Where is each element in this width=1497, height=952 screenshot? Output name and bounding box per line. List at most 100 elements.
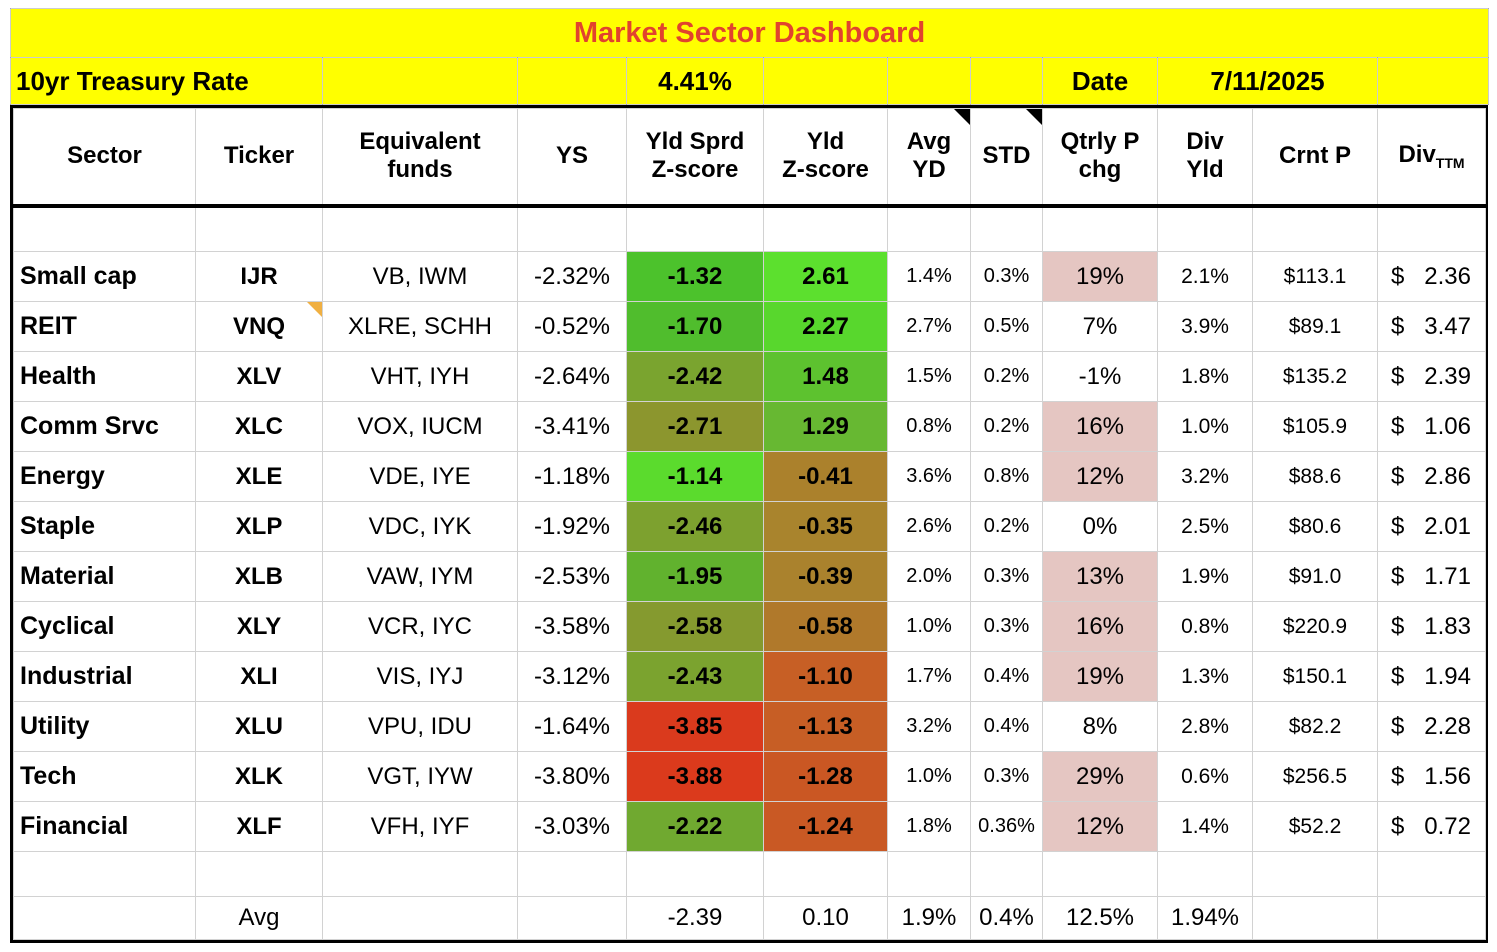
ys-cell[interactable]: -0.52%	[517, 301, 627, 352]
header-yld-zscore[interactable]: Yld Z-score	[763, 108, 888, 208]
empty-cell[interactable]	[13, 851, 196, 897]
qtrly-p-chg-cell[interactable]: 7%	[1042, 301, 1158, 352]
avg-yd-cell[interactable]: 0.8%	[887, 401, 971, 452]
empty-cell[interactable]	[763, 851, 888, 897]
ticker-cell[interactable]: XLV	[195, 351, 323, 402]
yld-zscore-cell[interactable]: -1.13	[763, 701, 888, 752]
div-ttm-cell[interactable]: $2.86	[1377, 451, 1486, 502]
ys-cell[interactable]: -2.32%	[517, 251, 627, 302]
sector-cell[interactable]: Comm Srvc	[13, 401, 196, 452]
empty-cell[interactable]	[322, 851, 518, 897]
empty-cell[interactable]	[1252, 205, 1378, 252]
std-cell[interactable]: 0.3%	[970, 251, 1043, 302]
header-sector[interactable]: Sector	[13, 108, 196, 208]
yld-zscore-cell[interactable]: -0.41	[763, 451, 888, 502]
div-yld-cell[interactable]: 3.2%	[1157, 451, 1253, 502]
std-cell[interactable]: 0.2%	[970, 351, 1043, 402]
div-ttm-cell[interactable]: $2.39	[1377, 351, 1486, 402]
avg-yd-cell[interactable]: 1.0%	[887, 751, 971, 802]
empty-cell[interactable]	[322, 57, 518, 105]
yld-sprd-zscore-cell[interactable]: -1.95	[626, 551, 764, 602]
ys-cell[interactable]: -2.53%	[517, 551, 627, 602]
ticker-cell[interactable]: XLC	[195, 401, 323, 452]
empty-cell[interactable]	[517, 851, 627, 897]
equivalent-funds-cell[interactable]: VGT, IYW	[322, 751, 518, 802]
std-cell[interactable]: 0.4%	[970, 651, 1043, 702]
div-yld-cell[interactable]: 1.4%	[1157, 801, 1253, 852]
crnt-p-cell[interactable]: $89.1	[1252, 301, 1378, 352]
empty-cell[interactable]	[970, 851, 1043, 897]
empty-cell[interactable]	[322, 205, 518, 252]
div-yld-cell[interactable]: 0.6%	[1157, 751, 1253, 802]
avg-yd-cell[interactable]: 1.0%	[887, 601, 971, 652]
ys-cell[interactable]: -3.41%	[517, 401, 627, 452]
div-yld-cell[interactable]: 2.1%	[1157, 251, 1253, 302]
ticker-cell[interactable]: XLI	[195, 651, 323, 702]
ys-cell[interactable]: -1.18%	[517, 451, 627, 502]
sector-cell[interactable]: Financial	[13, 801, 196, 852]
sector-cell[interactable]: Industrial	[13, 651, 196, 702]
yld-zscore-cell[interactable]: 1.48	[763, 351, 888, 402]
avg-yd-cell[interactable]: 2.7%	[887, 301, 971, 352]
yld-sprd-zscore-cell[interactable]: -2.42	[626, 351, 764, 402]
avg-div-yld-cell[interactable]: 1.94%	[1157, 896, 1253, 940]
yld-sprd-zscore-cell[interactable]: -2.46	[626, 501, 764, 552]
header-yld-sprd-zscore[interactable]: Yld Sprd Z-score	[626, 108, 764, 208]
div-ttm-cell[interactable]: $2.28	[1377, 701, 1486, 752]
qtrly-p-chg-cell[interactable]: 0%	[1042, 501, 1158, 552]
avg-yd-cell[interactable]: 3.6%	[887, 451, 971, 502]
div-ttm-cell[interactable]: $1.83	[1377, 601, 1486, 652]
crnt-p-cell[interactable]: $135.2	[1252, 351, 1378, 402]
yld-zscore-cell[interactable]: -0.58	[763, 601, 888, 652]
std-cell[interactable]: 0.2%	[970, 501, 1043, 552]
crnt-p-cell[interactable]: $82.2	[1252, 701, 1378, 752]
header-std[interactable]: STD	[970, 108, 1043, 208]
header-div-yld[interactable]: Div Yld	[1157, 108, 1253, 208]
avg-qtrly-p-chg-cell[interactable]: 12.5%	[1042, 896, 1158, 940]
sector-cell[interactable]: REIT	[13, 301, 196, 352]
equivalent-funds-cell[interactable]: VB, IWM	[322, 251, 518, 302]
empty-cell[interactable]	[1376, 57, 1490, 105]
std-cell[interactable]: 0.3%	[970, 601, 1043, 652]
crnt-p-cell[interactable]: $150.1	[1252, 651, 1378, 702]
div-yld-cell[interactable]: 0.8%	[1157, 601, 1253, 652]
equivalent-funds-cell[interactable]: VDC, IYK	[322, 501, 518, 552]
div-yld-cell[interactable]: 1.8%	[1157, 351, 1253, 402]
treasury-rate-value[interactable]: 4.41%	[626, 57, 764, 105]
yld-sprd-zscore-cell[interactable]: -2.71	[626, 401, 764, 452]
div-yld-cell[interactable]: 1.3%	[1157, 651, 1253, 702]
qtrly-p-chg-cell[interactable]: -1%	[1042, 351, 1158, 402]
sector-cell[interactable]: Small cap	[13, 251, 196, 302]
empty-cell[interactable]	[517, 57, 627, 105]
empty-cell[interactable]	[626, 851, 764, 897]
empty-cell[interactable]	[1252, 896, 1378, 940]
div-ttm-cell[interactable]: $3.47	[1377, 301, 1486, 352]
qtrly-p-chg-cell[interactable]: 16%	[1042, 401, 1158, 452]
ys-cell[interactable]: -3.58%	[517, 601, 627, 652]
avg-yd-cell[interactable]: 1.4%	[887, 251, 971, 302]
qtrly-p-chg-cell[interactable]: 12%	[1042, 451, 1158, 502]
empty-cell[interactable]	[1157, 851, 1253, 897]
avg-yd-cell[interactable]: 1.5%	[887, 351, 971, 402]
std-cell[interactable]: 0.4%	[970, 701, 1043, 752]
sector-cell[interactable]: Staple	[13, 501, 196, 552]
ticker-cell[interactable]: XLU	[195, 701, 323, 752]
yld-sprd-zscore-cell[interactable]: -2.22	[626, 801, 764, 852]
div-yld-cell[interactable]: 1.9%	[1157, 551, 1253, 602]
ys-cell[interactable]: -1.92%	[517, 501, 627, 552]
header-div-ttm[interactable]: DivTTM	[1377, 108, 1486, 208]
yld-sprd-zscore-cell[interactable]: -1.14	[626, 451, 764, 502]
equivalent-funds-cell[interactable]: XLRE, SCHH	[322, 301, 518, 352]
date-value[interactable]: 7/11/2025	[1157, 57, 1378, 105]
yld-sprd-zscore-cell[interactable]: -3.85	[626, 701, 764, 752]
yld-sprd-zscore-cell[interactable]: -2.43	[626, 651, 764, 702]
div-yld-cell[interactable]: 2.5%	[1157, 501, 1253, 552]
sector-cell[interactable]: Health	[13, 351, 196, 402]
avg-yd-cell[interactable]: 2.0%	[887, 551, 971, 602]
empty-cell[interactable]	[13, 896, 196, 940]
equivalent-funds-cell[interactable]: VFH, IYF	[322, 801, 518, 852]
empty-cell[interactable]	[517, 205, 627, 252]
empty-cell[interactable]	[887, 851, 971, 897]
avg-avg-yd-cell[interactable]: 1.9%	[887, 896, 971, 940]
yld-sprd-zscore-cell[interactable]: -2.58	[626, 601, 764, 652]
